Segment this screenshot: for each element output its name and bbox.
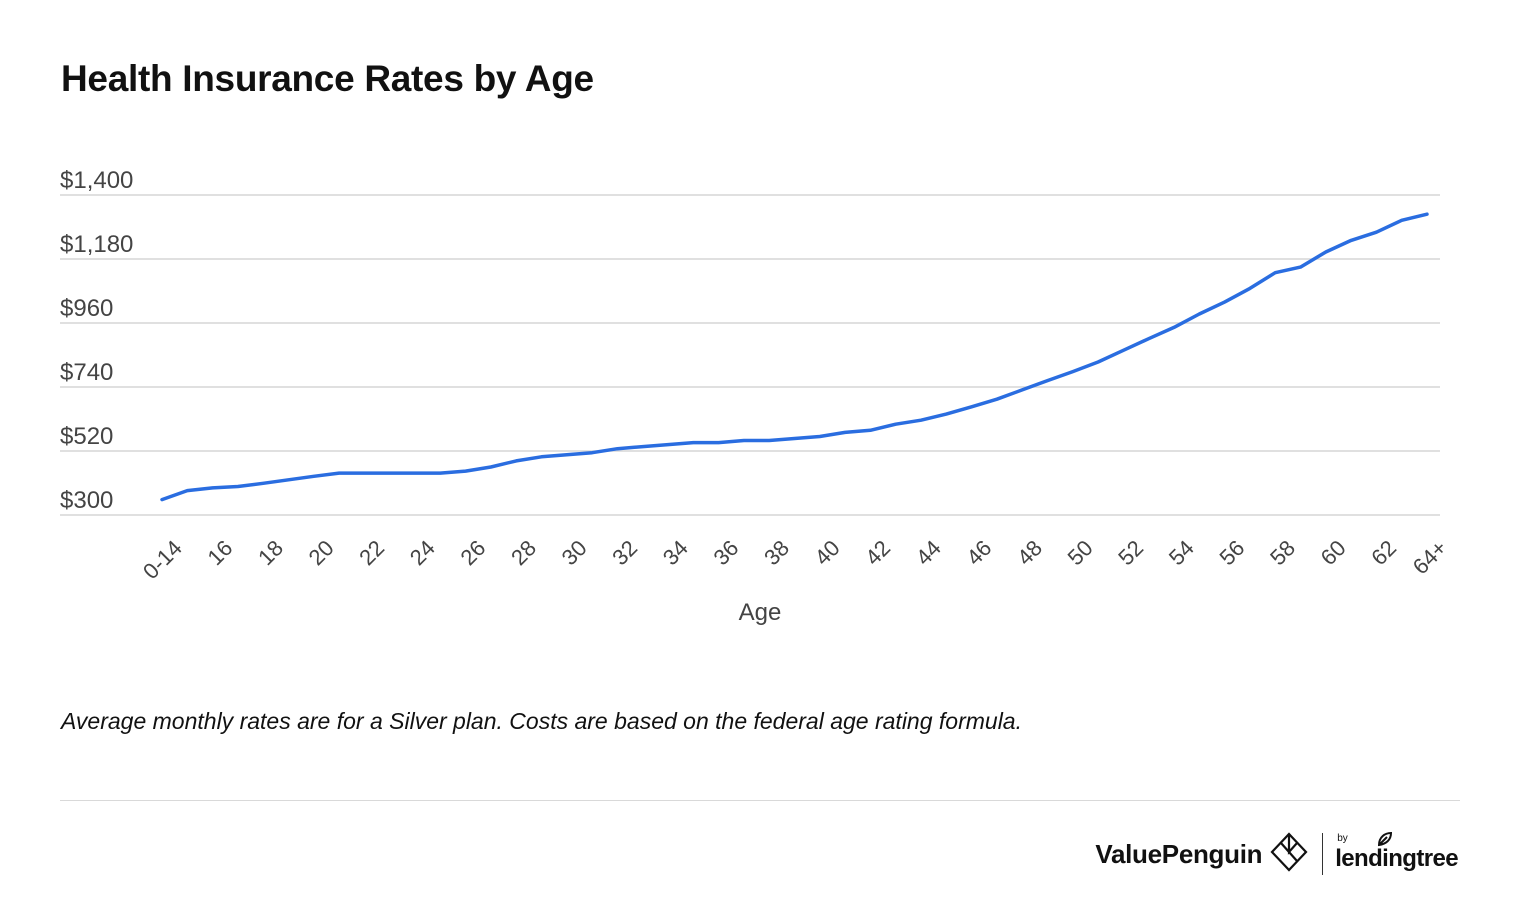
lendingtree-wordmark: lendingtree [1335, 845, 1458, 872]
x-tick-label: 20 [304, 535, 339, 570]
x-tick-label: 48 [1012, 535, 1047, 570]
chart-footnote: Average monthly rates are for a Silver p… [61, 708, 1022, 734]
by-label: by [1337, 833, 1348, 844]
valuepenguin-diamond-icon [1270, 831, 1308, 877]
y-tick-label: $300 [60, 487, 113, 514]
y-tick-label: $1,180 [60, 231, 133, 258]
x-tick-label: 54 [1164, 535, 1199, 570]
x-tick-label: 58 [1265, 535, 1300, 570]
y-tick-label: $740 [60, 359, 113, 386]
x-tick-label: 34 [658, 535, 693, 570]
lendingtree-wordmark-group: by lendingtree [1335, 831, 1459, 873]
y-tick-label: $520 [60, 423, 113, 450]
line-chart: $300 $520 $740 $960 $1,180 $1,400 0-14 16 18 20 2… [60, 167, 1452, 626]
gridlines [60, 194, 1440, 516]
x-tick-label: 40 [810, 535, 845, 570]
leaf-icon [1378, 831, 1393, 847]
x-tick-label: 32 [607, 535, 642, 570]
x-tick-label: 50 [1063, 535, 1098, 570]
brand-logo: ValuePenguin by lendingtree [1095, 831, 1459, 877]
x-tick-label: 30 [557, 535, 592, 570]
y-tick-label: $1,400 [60, 167, 133, 194]
x-tick-label: 56 [1214, 535, 1249, 570]
x-tick-label: 26 [455, 535, 490, 570]
x-tick-label: 60 [1316, 535, 1351, 570]
y-tick-label: $960 [60, 295, 113, 322]
chart-title: Health Insurance Rates by Age [61, 58, 594, 99]
divider [60, 800, 1460, 801]
x-tick-label: 16 [202, 535, 237, 570]
x-tick-label: 36 [708, 535, 743, 570]
x-tick-label: 0-14 [138, 535, 187, 584]
series-line-group [160, 212, 1429, 502]
x-tick-label: 24 [405, 535, 440, 570]
x-axis-tick-labels: 0-14 16 18 20 22 24 26 28 30 32 34 36 38 40 42 44 46 48 50… [138, 535, 1452, 584]
x-tick-label: 28 [506, 535, 541, 570]
x-tick-label: 22 [354, 535, 389, 570]
x-tick-label: 62 [1366, 535, 1401, 570]
x-tick-label: 64+ [1408, 535, 1452, 579]
valuepenguin-wordmark: ValuePenguin [1095, 838, 1263, 869]
x-tick-label: 44 [911, 535, 946, 570]
x-tick-label: 52 [1113, 535, 1148, 570]
x-axis-label: Age [739, 599, 782, 626]
x-tick-label: 42 [860, 535, 895, 570]
logo-separator [1322, 833, 1324, 875]
x-tick-label: 18 [253, 535, 288, 570]
y-axis-tick-labels: $300 $520 $740 $960 $1,180 $1,400 [60, 167, 133, 514]
x-tick-label: 38 [759, 535, 794, 570]
x-tick-label: 46 [961, 535, 996, 570]
series-line [160, 212, 1429, 502]
